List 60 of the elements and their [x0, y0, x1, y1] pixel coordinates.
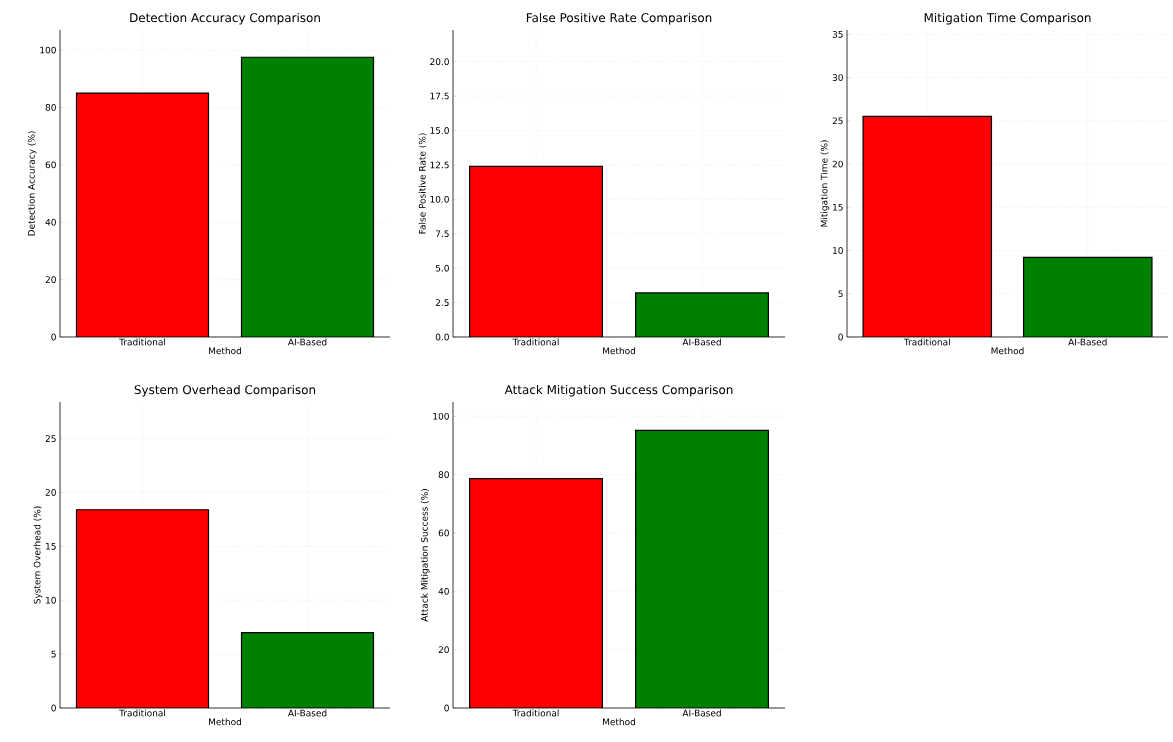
chart-title: Detection Accuracy Comparison	[130, 12, 320, 25]
y-tick-label: 35	[832, 30, 843, 38]
y-axis-title: Mitigation Time (%)	[820, 140, 830, 227]
x-tick-label: Traditional	[512, 709, 559, 717]
y-tick-label: 5	[838, 290, 843, 298]
y-tick-label: 40	[438, 587, 449, 595]
x-tick-label: AI-Based	[287, 338, 327, 346]
y-tick-label: 15	[46, 543, 56, 550]
x-tick-label: Traditional	[119, 338, 166, 346]
y-axis-title: False Positive Rate (%)	[418, 133, 427, 234]
y-tick-label: 0	[51, 704, 56, 712]
x-axis-title: Method	[209, 718, 241, 726]
y-axis-title: System Overhead (%)	[33, 506, 43, 604]
y-tick-label: 80	[45, 104, 56, 111]
y-tick-label: 100	[40, 46, 56, 54]
x-tick-label: AI-Based	[1068, 338, 1107, 346]
y-tick-label: 60	[45, 161, 56, 169]
x-axis-title: Method	[991, 347, 1024, 355]
y-tick-label: 30	[832, 74, 843, 81]
y-tick-label: 25	[832, 117, 843, 125]
y-tick-label: 5	[51, 650, 56, 658]
y-tick-label: 20	[832, 160, 843, 168]
x-tick-label: Traditional	[512, 338, 559, 346]
y-axis-title: Detection Accuracy (%)	[27, 131, 37, 236]
x-axis-title: Method	[603, 347, 636, 355]
y-tick-label: 0	[444, 704, 449, 712]
chart-title: Attack Mitigation Success Comparison	[504, 384, 733, 397]
x-tick-label: AI-Based	[682, 338, 721, 346]
y-axis-title: Attack Mitigation Success (%)	[420, 489, 430, 622]
x-tick-label: AI-Based	[682, 709, 721, 717]
y-tick-label: 0	[51, 333, 56, 341]
y-tick-label: 20.0	[430, 58, 449, 66]
y-tick-label: 10	[833, 247, 843, 254]
x-tick-label: Traditional	[903, 338, 950, 346]
y-tick-label: 10	[46, 596, 56, 604]
y-tick-label: 17.5	[430, 92, 449, 100]
y-tick-label: 80	[438, 471, 449, 479]
chart-title: Mitigation Time Comparison	[924, 12, 1091, 25]
y-tick-label: 10.0	[430, 195, 449, 203]
chart-title: System Overhead Comparison	[134, 384, 316, 397]
y-tick-label: 20	[45, 489, 56, 496]
y-tick-label: 12.5	[430, 161, 449, 169]
y-tick-label: 25	[45, 435, 56, 443]
y-tick-label: 40	[45, 218, 56, 226]
y-tick-label: 60	[438, 529, 449, 537]
x-axis-title: Method	[603, 718, 636, 726]
x-tick-label: Traditional	[119, 709, 166, 717]
y-tick-label: 15	[833, 203, 843, 211]
chart-title: False Positive Rate Comparison	[526, 12, 712, 25]
y-tick-label: 2.5	[435, 299, 449, 306]
y-tick-label: 5.0	[435, 264, 449, 272]
y-tick-label: 7.5	[435, 230, 449, 238]
y-tick-label: 0	[838, 333, 843, 341]
y-tick-label: 100	[433, 412, 449, 420]
y-tick-label: 0.0	[435, 333, 449, 341]
y-tick-label: 20	[438, 646, 449, 654]
y-tick-label: 20	[45, 276, 56, 283]
x-tick-label: AI-Based	[287, 709, 327, 717]
x-axis-title: Method	[209, 347, 241, 355]
y-tick-label: 15.0	[430, 127, 449, 134]
